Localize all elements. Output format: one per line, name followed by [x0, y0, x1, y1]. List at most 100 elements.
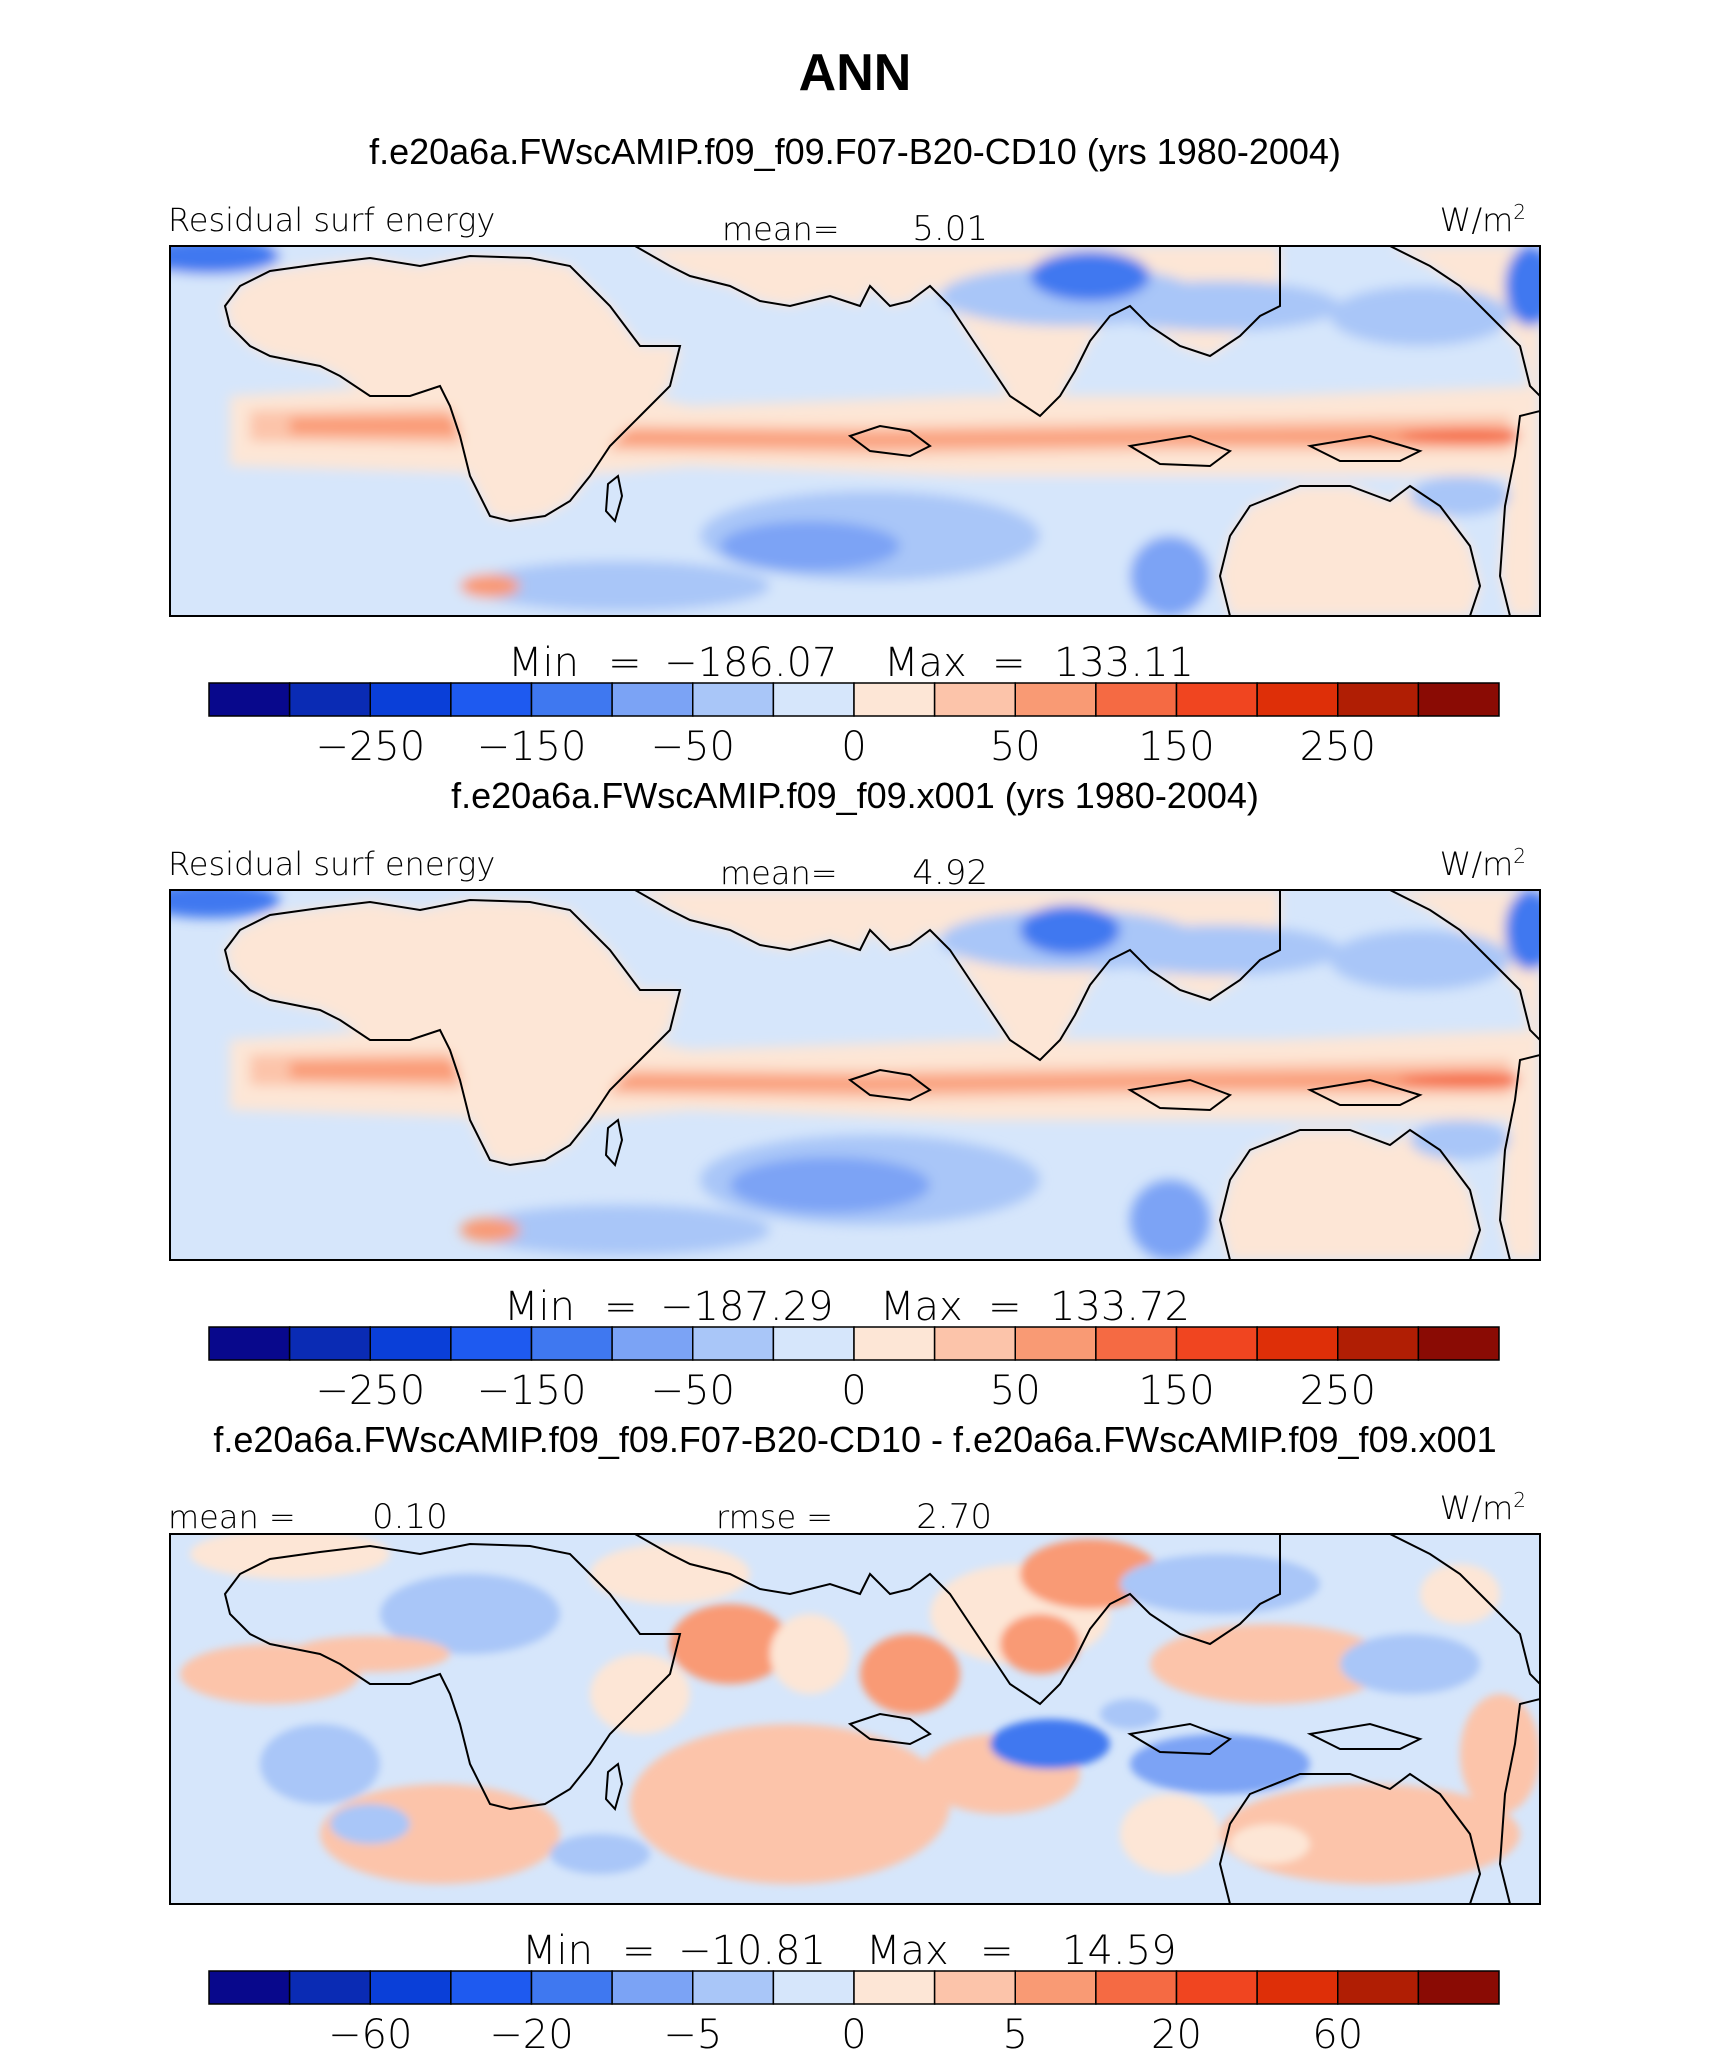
- panel-1-colorbar-tick-4: 50: [990, 724, 1041, 770]
- panel-3-colorbar-tick-5: 20: [1151, 2012, 1202, 2051]
- panel-1-colorbar-box-4: [530, 682, 613, 717]
- panel-1-colorbar-box-8: [853, 682, 936, 717]
- panel-1-colorbar-box-14: [1337, 682, 1420, 717]
- panel-1-mean-label: mean=: [722, 210, 840, 248]
- panel-3-min-label: Min: [522, 1928, 593, 1974]
- panel-3-colorbar-tick-2: −5: [663, 2012, 722, 2051]
- panel-3-colorbar-tick-0: −60: [328, 2012, 412, 2051]
- panel-3-minmax: Min = −10.81 Max = 14.59: [522, 1928, 1177, 1974]
- panel-1-colorbar-box-9: [933, 682, 1016, 717]
- panel-2-colorbar-tick-6: 250: [1300, 1368, 1376, 1414]
- panel-3-colorbar-box-13: [1256, 1970, 1339, 2005]
- panel-1-colorbar-box-11: [1095, 682, 1178, 717]
- panel-2-colorbar-box-2: [369, 1326, 452, 1361]
- panel-2-colorbar: −250 −150 −50 0 50 150 250: [208, 1326, 1500, 1414]
- panel-1-colorbar-box-12: [1175, 682, 1258, 717]
- panel-1-max-eq: =: [992, 640, 1026, 686]
- panel-2-colorbar-box-11: [1095, 1326, 1178, 1361]
- panel-1-colorbar-box-15: [1417, 682, 1500, 717]
- panel-3-colorbar-tick-3: 0: [841, 2012, 866, 2051]
- panel-2-colorbar-tick-0: −250: [315, 1368, 425, 1414]
- panel-1-minmax: Min = −186.07 Max = 133.11: [508, 640, 1194, 686]
- panel-1-colorbar-box-2: [369, 682, 452, 717]
- panel-3-max-label: Max: [866, 1928, 949, 1974]
- panel-2-units: W/m2: [1440, 844, 1526, 883]
- panel-1-colorbar-box-7: [772, 682, 855, 717]
- panel-2-colorbar-box-7: [772, 1326, 855, 1361]
- panel-2-map-frame: [169, 889, 1541, 1261]
- panel-1-colorbar-box-3: [450, 682, 533, 717]
- panel-2-colorbar-box-10: [1014, 1326, 1097, 1361]
- panel-1-colorbar-box-1: [288, 682, 371, 717]
- panel-1-colorbar-tick-0: −250: [315, 724, 425, 770]
- panel-2: f.e20a6a.FWscAMIP.f09_f09.x001 (yrs 1980…: [168, 775, 1541, 1414]
- panel-3-left-label: mean =: [168, 1498, 296, 1536]
- panel-3-colorbar-box-9: [933, 1970, 1016, 2005]
- panel-2-colorbar-box-3: [450, 1326, 533, 1361]
- panel-3-colorbar-box-15: [1417, 1970, 1500, 2005]
- panel-2-colorbar-tick-1: −150: [477, 1368, 587, 1414]
- panel-3-colorbar-box-8: [853, 1970, 936, 2005]
- panel-1-colorbar-box-5: [611, 682, 694, 717]
- panel-2-colorbar-box-15: [1417, 1326, 1500, 1361]
- panel-2-colorbar-box-12: [1175, 1326, 1258, 1361]
- panel-1-colorbar-tick-5: 150: [1138, 724, 1214, 770]
- panel-2-mean-value: 4.92: [912, 853, 988, 893]
- panel-1-title: f.e20a6a.FWscAMIP.f09_f09.F07-B20-CD10 (…: [369, 131, 1341, 172]
- panel-3-title: f.e20a6a.FWscAMIP.f09_f09.F07-B20-CD10 -…: [213, 1419, 1496, 1460]
- panel-3-max-value: 14.59: [1062, 1928, 1177, 1974]
- panel-3-colorbar-box-3: [450, 1970, 533, 2005]
- panel-3-colorbar-box-11: [1095, 1970, 1178, 2005]
- panel-1-map: [170, 246, 1540, 616]
- panel-3-colorbar-tick-1: −20: [489, 2012, 573, 2051]
- panel-1-max-label: Max: [884, 640, 967, 686]
- panel-2-min-eq: =: [604, 1284, 638, 1330]
- panel-2-minmax: Min = −187.29 Max = 133.72: [504, 1284, 1190, 1330]
- panel-1-units: W/m2: [1440, 200, 1526, 239]
- panel-3-colorbar-box-2: [369, 1970, 452, 2005]
- panel-1-min-label: Min: [508, 640, 579, 686]
- panel-3-rmse-label: rmse =: [716, 1498, 833, 1536]
- panel-2-max-label: Max: [880, 1284, 963, 1330]
- panel-2-colorbar-box-14: [1337, 1326, 1420, 1361]
- panel-1-colorbar-box-6: [692, 682, 775, 717]
- panel-1-colorbar-box-10: [1014, 682, 1097, 717]
- panel-3-map: [170, 1534, 1540, 1904]
- panel-2-max-eq: =: [988, 1284, 1022, 1330]
- panel-3-colorbar: −60 −20 −5 0 5 20 60: [208, 1970, 1500, 2051]
- panel-1-min-value: −186.07: [664, 640, 837, 686]
- panel-3-left-value: 0.10: [372, 1497, 448, 1537]
- panel-2-colorbar-box-1: [288, 1326, 371, 1361]
- panel-3-colorbar-tick-6: 60: [1312, 2012, 1363, 2051]
- panel-1-mean-value: 5.01: [912, 209, 988, 249]
- panel-2-colorbar-box-6: [692, 1326, 775, 1361]
- panel-3: f.e20a6a.FWscAMIP.f09_f09.F07-B20-CD10 -…: [168, 1419, 1541, 2051]
- panel-3-colorbar-box-10: [1014, 1970, 1097, 2005]
- panel-2-mean-label: mean=: [720, 854, 838, 892]
- panel-2-colorbar-box-8: [853, 1326, 936, 1361]
- panel-3-colorbar-box-4: [530, 1970, 613, 2005]
- panel-3-min-value: −10.81: [678, 1928, 826, 1974]
- figure-title: ANN: [799, 44, 912, 102]
- panel-2-min-label: Min: [504, 1284, 575, 1330]
- panel-2-colorbar-tick-3: 0: [841, 1368, 866, 1414]
- panel-2-colorbar-box-5: [611, 1326, 694, 1361]
- panel-2-left-label: Residual surf energy: [168, 845, 495, 883]
- panel-3-colorbar-box-7: [772, 1970, 855, 2005]
- panel-3-rmse-value: 2.70: [916, 1497, 992, 1537]
- panel-1-colorbar-tick-2: −50: [651, 724, 735, 770]
- panel-3-units: W/m2: [1440, 1488, 1526, 1527]
- panel-2-colorbar-tick-4: 50: [990, 1368, 1041, 1414]
- panel-1-colorbar-tick-6: 250: [1300, 724, 1376, 770]
- panel-1-colorbar-box-13: [1256, 682, 1339, 717]
- panel-3-colorbar-box-12: [1175, 1970, 1258, 2005]
- panel-2-colorbar-box-13: [1256, 1326, 1339, 1361]
- panel-3-colorbar-box-0: [208, 1970, 291, 2005]
- panel-3-colorbar-box-1: [288, 1970, 371, 2005]
- panel-2-colorbar-box-9: [933, 1326, 1016, 1361]
- panel-2-map: [170, 890, 1540, 1260]
- panel-1-max-value: 133.11: [1054, 640, 1194, 686]
- panel-1-min-eq: =: [608, 640, 642, 686]
- panel-2-colorbar-box-0: [208, 1326, 291, 1361]
